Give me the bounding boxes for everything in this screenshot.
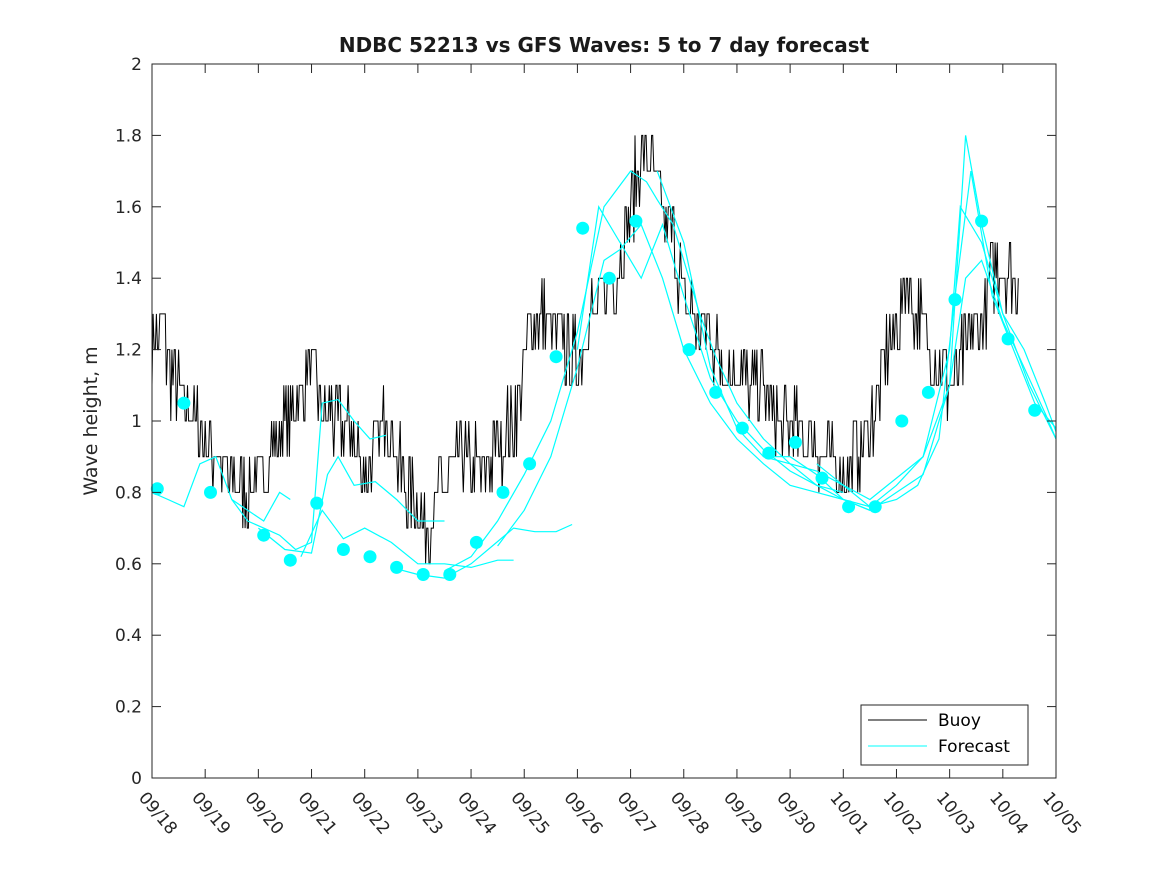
forecast-point xyxy=(443,568,457,581)
y-axis-label: Wave height, m xyxy=(80,346,102,495)
forecast-point xyxy=(257,528,271,542)
forecast-point xyxy=(762,446,776,460)
forecast-point xyxy=(363,550,377,564)
forecast-point xyxy=(815,471,829,485)
forecast-point xyxy=(1001,332,1015,346)
forecast-point xyxy=(576,221,590,235)
forecast-point xyxy=(283,553,297,567)
forecast-point xyxy=(523,457,537,471)
forecast-point xyxy=(895,414,909,428)
legend-forecast-label: Forecast xyxy=(938,737,1010,757)
y-tick-label: 1.8 xyxy=(115,126,142,146)
forecast-point xyxy=(177,396,191,410)
forecast-point xyxy=(948,293,962,307)
forecast-series-line xyxy=(151,455,291,522)
forecast-series-line xyxy=(444,170,844,572)
forecast-point xyxy=(709,385,723,399)
forecast-series-line xyxy=(576,135,1057,511)
chart-title: NDBC 52213 vs GFS Waves: 5 to 7 day fore… xyxy=(339,33,870,57)
y-tick-label: 0 xyxy=(131,769,142,789)
legend: Buoy Forecast xyxy=(860,704,1029,766)
forecast-series-line xyxy=(300,509,514,569)
forecast-point xyxy=(416,568,430,581)
y-tick-label: 0.6 xyxy=(115,555,142,575)
y-tick-label: 2 xyxy=(131,55,142,75)
forecast-point xyxy=(842,500,856,514)
forecast-point xyxy=(602,271,616,285)
forecast-point xyxy=(204,485,217,499)
y-tick-label: 1 xyxy=(131,412,142,432)
forecast-series-line xyxy=(816,259,1057,501)
data-layer xyxy=(150,134,1057,581)
forecast-point xyxy=(549,350,563,364)
forecast-point xyxy=(975,214,989,228)
legend-box xyxy=(860,704,1029,766)
forecast-point xyxy=(629,214,643,228)
y-tick-label: 1.2 xyxy=(115,341,142,361)
y-tick-label: 0.2 xyxy=(115,698,142,718)
forecast-point xyxy=(310,496,324,510)
y-tick-label: 1.4 xyxy=(115,269,142,289)
forecast-point xyxy=(788,435,802,449)
y-tick-label: 0.4 xyxy=(115,626,142,646)
forecast-series-line xyxy=(497,223,871,547)
forecast-series-line xyxy=(231,398,387,551)
forecast-series-line xyxy=(656,170,1057,508)
forecast-point xyxy=(1028,403,1042,417)
forecast-point xyxy=(150,482,164,496)
forecast-series-line xyxy=(258,455,445,554)
forecast-point xyxy=(682,343,696,357)
forecast-point xyxy=(469,535,483,549)
buoy-series-line xyxy=(151,134,1019,565)
y-tick-label: 0.8 xyxy=(115,483,142,503)
forecast-point xyxy=(336,543,350,556)
forecast-point xyxy=(735,421,749,435)
forecast-point xyxy=(921,385,935,399)
legend-buoy-label: Buoy xyxy=(938,711,981,731)
forecast-point xyxy=(868,500,882,514)
forecast-point xyxy=(496,485,510,499)
forecast-point xyxy=(390,560,404,574)
y-tick-label: 1.6 xyxy=(115,198,142,218)
